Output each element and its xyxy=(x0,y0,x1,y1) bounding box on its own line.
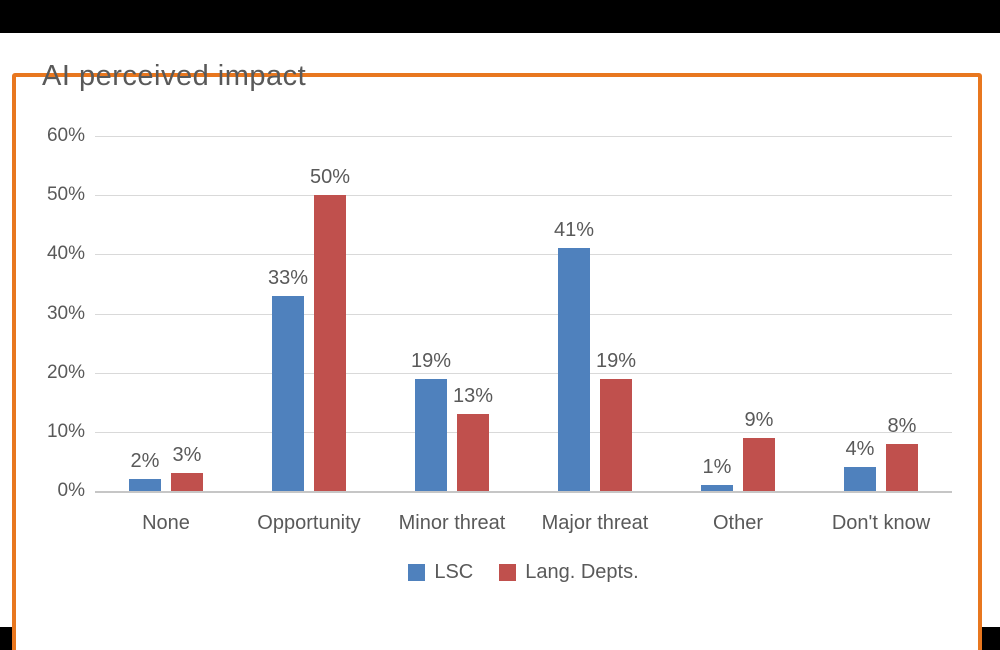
bar-lsc-other xyxy=(701,485,733,491)
bar-lang-depts-minor-threat xyxy=(457,414,489,491)
data-label-lsc-none: 2% xyxy=(130,450,160,472)
y-tick-10%: 10% xyxy=(46,421,85,442)
x-label-other: Other xyxy=(712,512,764,534)
legend-swatch-lsc-icon xyxy=(408,564,426,581)
data-label-lang-depts-none: 3% xyxy=(172,444,202,466)
data-label-lsc-other: 1% xyxy=(702,456,732,478)
chart-legend: LSC Lang. Depts. xyxy=(95,561,952,584)
gridline-30% xyxy=(95,314,952,315)
document-canvas xyxy=(0,33,1000,650)
legend-swatch-lang-depts-icon xyxy=(499,564,517,581)
x-label-minor-threat: Minor threat xyxy=(398,512,506,534)
data-label-lang-depts-don-t-know: 8% xyxy=(887,415,917,437)
data-label-lsc-opportunity: 33% xyxy=(267,267,309,289)
y-tick-60%: 60% xyxy=(46,125,85,146)
bar-lsc-none xyxy=(129,479,161,491)
data-label-lang-depts-opportunity: 50% xyxy=(309,166,351,188)
y-tick-50%: 50% xyxy=(46,184,85,205)
legend-item-lang-depts: Lang. Depts. xyxy=(499,561,639,584)
bar-lang-depts-major-threat xyxy=(600,379,632,491)
x-label-don-t-know: Don't know xyxy=(831,512,931,534)
data-label-lsc-don-t-know: 4% xyxy=(845,438,875,460)
bar-lang-depts-none xyxy=(171,473,203,491)
legend-label-lang-depts: Lang. Depts. xyxy=(525,561,639,583)
gridline-40% xyxy=(95,254,952,255)
y-tick-40%: 40% xyxy=(46,243,85,264)
bar-lsc-major-threat xyxy=(558,248,590,491)
x-label-major-threat: Major threat xyxy=(541,512,649,534)
bar-lsc-opportunity xyxy=(272,296,304,491)
legend-label-lsc: LSC xyxy=(434,561,474,583)
data-label-lsc-minor-threat: 19% xyxy=(410,350,452,372)
bar-lang-depts-don-t-know xyxy=(886,444,918,491)
data-label-lang-depts-other: 9% xyxy=(744,409,774,431)
plot-area: 60% 50% 40% 30% 20% 10% 0% 2% 3% None 33% 50% Opport… xyxy=(47,126,952,534)
bar-lang-depts-opportunity xyxy=(314,195,346,491)
legend-item-lsc: LSC xyxy=(408,561,473,584)
chart-frame xyxy=(12,73,982,650)
x-axis-line xyxy=(95,491,952,493)
gridline-60% xyxy=(95,136,952,137)
data-label-lsc-major-threat: 41% xyxy=(553,219,595,241)
data-label-lang-depts-major-threat: 19% xyxy=(595,350,637,372)
x-label-opportunity: Opportunity xyxy=(257,512,361,534)
y-tick-30%: 30% xyxy=(46,303,85,324)
chart-title: AI perceived impact xyxy=(42,60,307,92)
x-label-none: None xyxy=(142,512,190,534)
y-tick-0%: 0% xyxy=(57,480,85,501)
bar-lsc-don-t-know xyxy=(844,467,876,491)
gridline-50% xyxy=(95,195,952,196)
y-tick-20%: 20% xyxy=(46,362,85,383)
data-label-lang-depts-minor-threat: 13% xyxy=(452,385,494,407)
gridline-20% xyxy=(95,373,952,374)
gridline-10% xyxy=(95,432,952,433)
bar-lsc-minor-threat xyxy=(415,379,447,491)
bar-lang-depts-other xyxy=(743,438,775,491)
